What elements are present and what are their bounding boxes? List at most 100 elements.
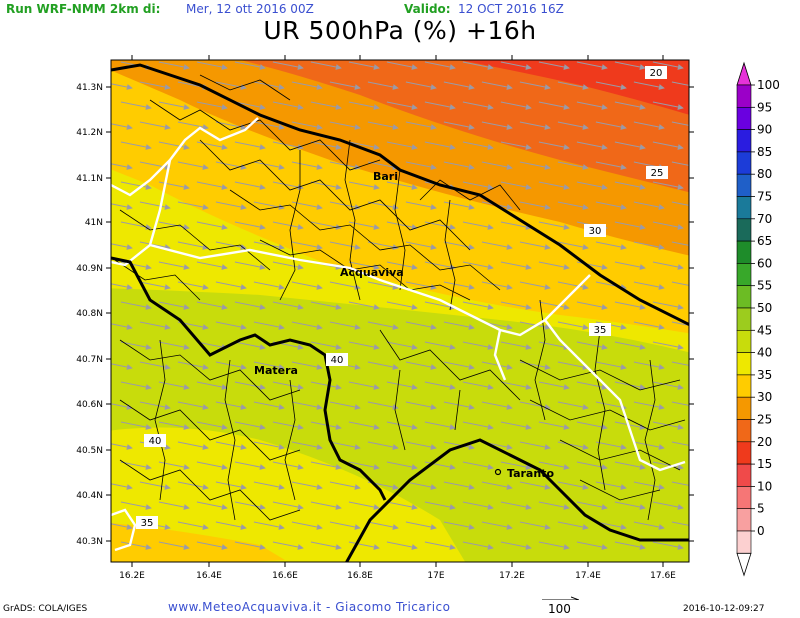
wind-arrow-icon — [538, 501, 570, 510]
colorbar-swatch — [736, 307, 752, 331]
wind-arrow-icon — [633, 481, 665, 490]
wind-arrow-icon — [671, 201, 689, 206]
lon-tick-label: 16.8E — [347, 571, 373, 581]
wind-arrow-icon — [111, 163, 133, 170]
wind-arrow-icon — [158, 141, 190, 150]
wind-arrow-icon — [120, 181, 152, 190]
wind-arrow-icon — [671, 241, 689, 246]
wind-arrow-icon — [576, 381, 608, 390]
wind-arrow-icon — [462, 181, 494, 190]
wind-arrow-icon — [576, 541, 608, 550]
lon-tick-label: 16.2E — [119, 571, 145, 581]
wind-arrow-icon — [595, 161, 627, 170]
wind-arrow-icon — [691, 302, 721, 308]
wind-arrow-icon — [196, 341, 228, 350]
colorbar-swatch — [736, 263, 752, 286]
wind-arrow-icon — [291, 161, 323, 170]
grads-credit: GrADS: COLA/IGES — [3, 604, 88, 614]
wind-arrow-icon — [633, 401, 665, 410]
wind-arrow-icon — [576, 301, 608, 310]
city-taranto[interactable]: Taranto — [507, 467, 554, 480]
colorbar-swatch — [736, 240, 752, 264]
wind-arrow-icon — [215, 241, 247, 250]
colorbar-label: 5 — [757, 502, 765, 516]
lon-tick-label: 17E — [427, 571, 444, 581]
wind-arrow-icon — [424, 541, 456, 550]
lat-tick-label: 40.3N — [76, 537, 103, 547]
wind-arrow-icon — [652, 181, 684, 190]
wind-arrow-icon — [139, 201, 171, 210]
colorbar-labels: 1009590858075706560555045403530252015105… — [757, 78, 780, 538]
wind-arrow-icon — [158, 541, 190, 550]
colorbar-swatch — [736, 396, 752, 420]
wind-arrow-icon — [367, 321, 399, 330]
lat-tick-label: 41.1N — [76, 174, 103, 184]
wind-arrow-icon — [462, 61, 494, 70]
colorbar-label: 20 — [757, 435, 772, 449]
wind-arrow-icon — [595, 481, 627, 490]
wind-arrow-icon — [614, 501, 646, 510]
wind-arrow-icon — [196, 381, 228, 390]
city-bari[interactable]: Bari — [373, 170, 398, 183]
wind-arrow-icon — [196, 141, 228, 150]
city-matera[interactable]: Matera — [254, 364, 298, 377]
wind-arrow-icon — [443, 361, 475, 370]
colorbar-label: 95 — [757, 100, 772, 114]
wind-arrow-icon — [671, 521, 689, 526]
wind-arrow-icon — [310, 421, 342, 430]
wind-arrow-icon — [614, 101, 646, 110]
wind-arrow-icon — [462, 341, 494, 350]
wind-arrow-icon — [443, 481, 475, 490]
wind-arrow-icon — [310, 301, 342, 310]
wind-arrow-icon — [386, 341, 418, 350]
wind-arrow-icon — [691, 382, 721, 388]
wind-arrow-icon — [576, 101, 608, 110]
wind-arrow-icon — [291, 401, 323, 410]
contour-labels: 20 25 30 35 40 40 35 — [136, 66, 668, 529]
lat-tick-label: 40.7N — [76, 355, 103, 365]
wind-arrow-icon — [500, 381, 532, 390]
run-label: Run WRF-NMM 2km di: — [6, 2, 161, 16]
wind-arrow-icon — [177, 521, 209, 530]
wind-arrow-icon — [481, 561, 485, 562]
wind-arrow-icon — [329, 481, 361, 490]
wind-arrow-icon — [291, 81, 323, 90]
wind-arrow-icon — [500, 221, 532, 230]
wind-arrow-icon — [424, 141, 456, 150]
wind-arrow-icon — [462, 221, 494, 230]
wind-arrow-icon — [234, 141, 266, 150]
wind-arrow-icon — [329, 441, 361, 450]
wind-arrow-icon — [557, 401, 589, 410]
wind-arrow-icon — [481, 281, 513, 290]
municipal-borders — [114, 74, 686, 521]
wind-arrow-icon — [215, 281, 247, 290]
wind-arrow-icon — [462, 541, 494, 550]
wind-arrow-icon — [519, 521, 551, 530]
wind-arrow-icon — [386, 421, 418, 430]
wind-arrow-icon — [481, 481, 513, 490]
wind-arrow-icon — [424, 341, 456, 350]
wind-arrow-icon — [538, 541, 570, 550]
colorbar-swatch — [736, 129, 752, 153]
wind-arrow-icon — [614, 461, 646, 470]
wind-arrow-icon — [519, 561, 523, 562]
wind-arrow-icon — [614, 421, 646, 430]
wind-arrow-icon — [691, 182, 721, 188]
wind-arrow-icon — [424, 381, 456, 390]
wind-arrow-icon — [139, 361, 171, 370]
wind-arrow-icon — [196, 261, 228, 270]
wind-arrow-icon — [576, 341, 608, 350]
wind-arrow-icon — [519, 81, 551, 90]
wind-arrow-icon — [234, 101, 266, 110]
wind-arrow-icon — [329, 281, 361, 290]
city-labels: Bari Acquaviva Matera Taranto — [254, 170, 554, 480]
wind-arrow-icon — [291, 121, 323, 130]
wind-arrow-icon — [633, 281, 665, 290]
wind-arrow-icon — [272, 101, 304, 110]
colorbar — [736, 61, 755, 577]
wind-arrow-icon — [633, 561, 637, 562]
site-credit[interactable]: www.MeteoAcquaviva.it - Giacomo Tricaric… — [168, 600, 451, 614]
city-acquaviva[interactable]: Acquaviva — [340, 266, 404, 279]
wind-arrow-icon — [500, 501, 532, 510]
wind-arrow-icon — [253, 361, 285, 370]
